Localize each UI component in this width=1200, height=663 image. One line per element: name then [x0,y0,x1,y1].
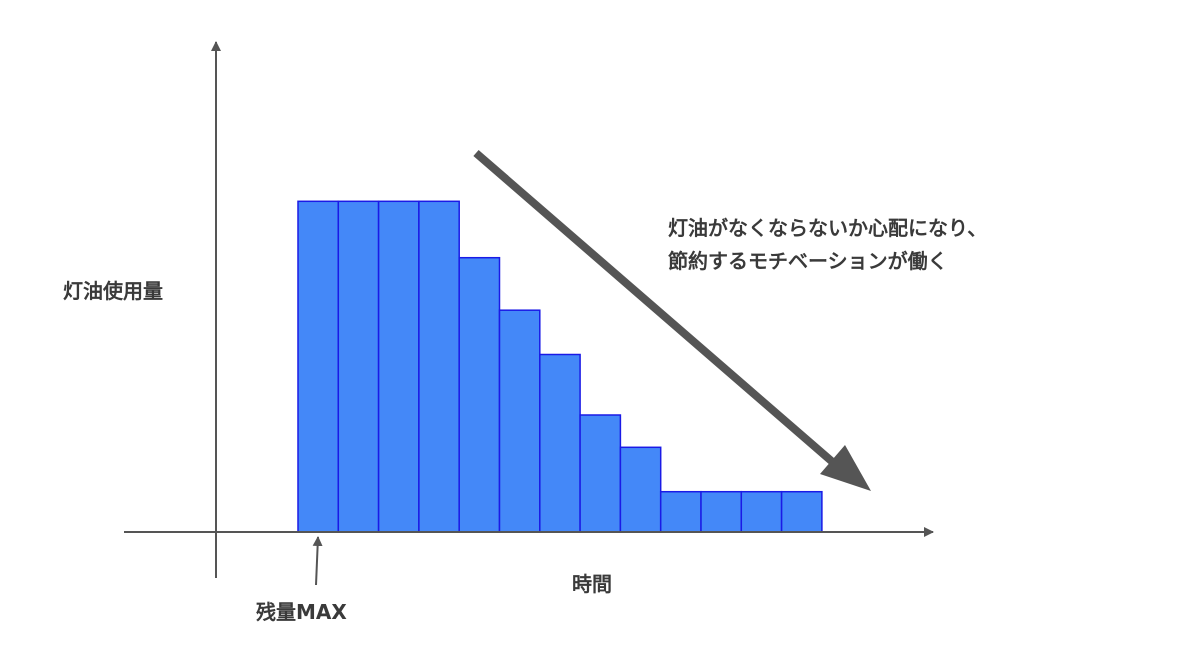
bar-7 [539,353,581,533]
bar-13 [780,490,823,533]
bar-6 [498,309,541,533]
start-marker-label: 残量MAX [256,600,347,624]
trend-arrow-shaft [473,149,839,469]
trend-annotation-line1: 灯油がなくならないか心配になり、 [668,216,987,240]
start-marker-arrow [312,536,323,586]
bar-8 [579,414,622,533]
bar-2 [337,200,380,533]
bar-10 [659,490,702,533]
trend-arrow-head [820,445,871,491]
x-axis-label: 時間 [572,572,612,596]
bar-5 [458,256,501,533]
bars-group [297,200,823,533]
bar-1 [297,200,340,533]
trend-annotation-line2: 節約するモチベーションが働く [668,249,948,273]
bar-3 [377,200,420,533]
y-axis-label: 灯油使用量 [63,279,163,303]
bar-9 [619,446,662,533]
bar-11 [700,490,743,533]
bar-12 [740,490,783,533]
bar-4 [418,200,460,533]
